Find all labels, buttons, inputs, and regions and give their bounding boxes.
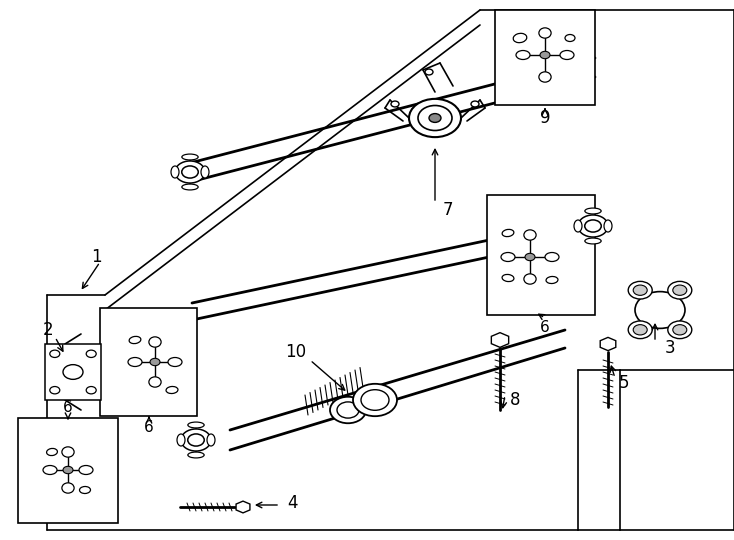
Text: 6: 6 (144, 420, 154, 435)
Ellipse shape (62, 483, 74, 493)
Text: 3: 3 (665, 339, 675, 357)
Ellipse shape (168, 357, 182, 367)
Bar (45, 344, 101, 400)
Ellipse shape (524, 274, 536, 284)
Circle shape (429, 113, 441, 123)
Ellipse shape (585, 238, 601, 244)
Circle shape (409, 99, 461, 137)
Bar (487, 195, 595, 315)
Bar (495, 10, 595, 105)
Ellipse shape (149, 337, 161, 347)
Ellipse shape (182, 154, 198, 160)
Circle shape (540, 51, 550, 59)
Circle shape (578, 215, 608, 237)
Text: 10: 10 (286, 343, 307, 361)
Circle shape (63, 467, 73, 474)
Circle shape (86, 350, 96, 357)
Ellipse shape (149, 377, 161, 387)
Circle shape (150, 359, 160, 366)
Circle shape (471, 101, 479, 107)
Ellipse shape (46, 448, 57, 456)
Circle shape (425, 69, 433, 75)
Ellipse shape (524, 230, 536, 240)
Text: 1: 1 (91, 248, 101, 266)
Ellipse shape (565, 35, 575, 42)
Circle shape (585, 220, 601, 232)
Ellipse shape (182, 184, 198, 190)
Ellipse shape (501, 253, 515, 261)
Circle shape (391, 101, 399, 107)
Text: 4: 4 (288, 494, 298, 512)
Circle shape (188, 434, 204, 446)
Circle shape (50, 350, 59, 357)
Circle shape (330, 397, 366, 423)
Ellipse shape (43, 465, 57, 475)
Ellipse shape (539, 28, 551, 38)
Circle shape (668, 281, 692, 299)
Circle shape (633, 325, 647, 335)
Circle shape (86, 387, 96, 394)
Circle shape (668, 321, 692, 339)
Ellipse shape (502, 274, 514, 281)
Circle shape (418, 105, 452, 131)
Text: 8: 8 (509, 391, 520, 409)
Circle shape (673, 325, 687, 335)
Ellipse shape (129, 336, 141, 343)
Ellipse shape (502, 230, 514, 237)
Text: 2: 2 (43, 321, 54, 339)
Ellipse shape (201, 166, 209, 178)
Ellipse shape (171, 166, 179, 178)
Bar (18, 418, 118, 523)
Ellipse shape (62, 447, 74, 457)
Ellipse shape (177, 434, 185, 446)
Ellipse shape (516, 51, 530, 59)
Circle shape (628, 281, 653, 299)
Circle shape (50, 387, 59, 394)
Text: 9: 9 (539, 109, 550, 127)
Text: 5: 5 (619, 374, 629, 392)
Text: 6: 6 (63, 401, 73, 415)
Circle shape (63, 364, 83, 380)
Circle shape (353, 384, 397, 416)
Circle shape (633, 285, 647, 295)
Text: 6: 6 (540, 320, 550, 334)
Circle shape (673, 285, 687, 295)
Ellipse shape (560, 51, 574, 59)
Ellipse shape (79, 487, 90, 494)
Ellipse shape (79, 465, 93, 475)
Ellipse shape (545, 253, 559, 261)
Ellipse shape (604, 220, 612, 232)
Circle shape (361, 390, 389, 410)
Ellipse shape (574, 220, 582, 232)
Ellipse shape (188, 452, 204, 458)
Ellipse shape (539, 72, 551, 82)
Circle shape (175, 161, 205, 183)
Text: 7: 7 (443, 201, 454, 219)
Ellipse shape (207, 434, 215, 446)
Ellipse shape (546, 276, 558, 284)
Bar (100, 308, 197, 416)
Circle shape (525, 253, 535, 261)
Ellipse shape (513, 33, 527, 43)
Ellipse shape (166, 387, 178, 394)
Ellipse shape (128, 357, 142, 367)
Circle shape (337, 402, 359, 418)
Circle shape (628, 321, 653, 339)
Ellipse shape (188, 422, 204, 428)
Circle shape (635, 292, 685, 328)
Ellipse shape (585, 208, 601, 214)
Circle shape (181, 429, 211, 451)
Circle shape (182, 166, 198, 178)
